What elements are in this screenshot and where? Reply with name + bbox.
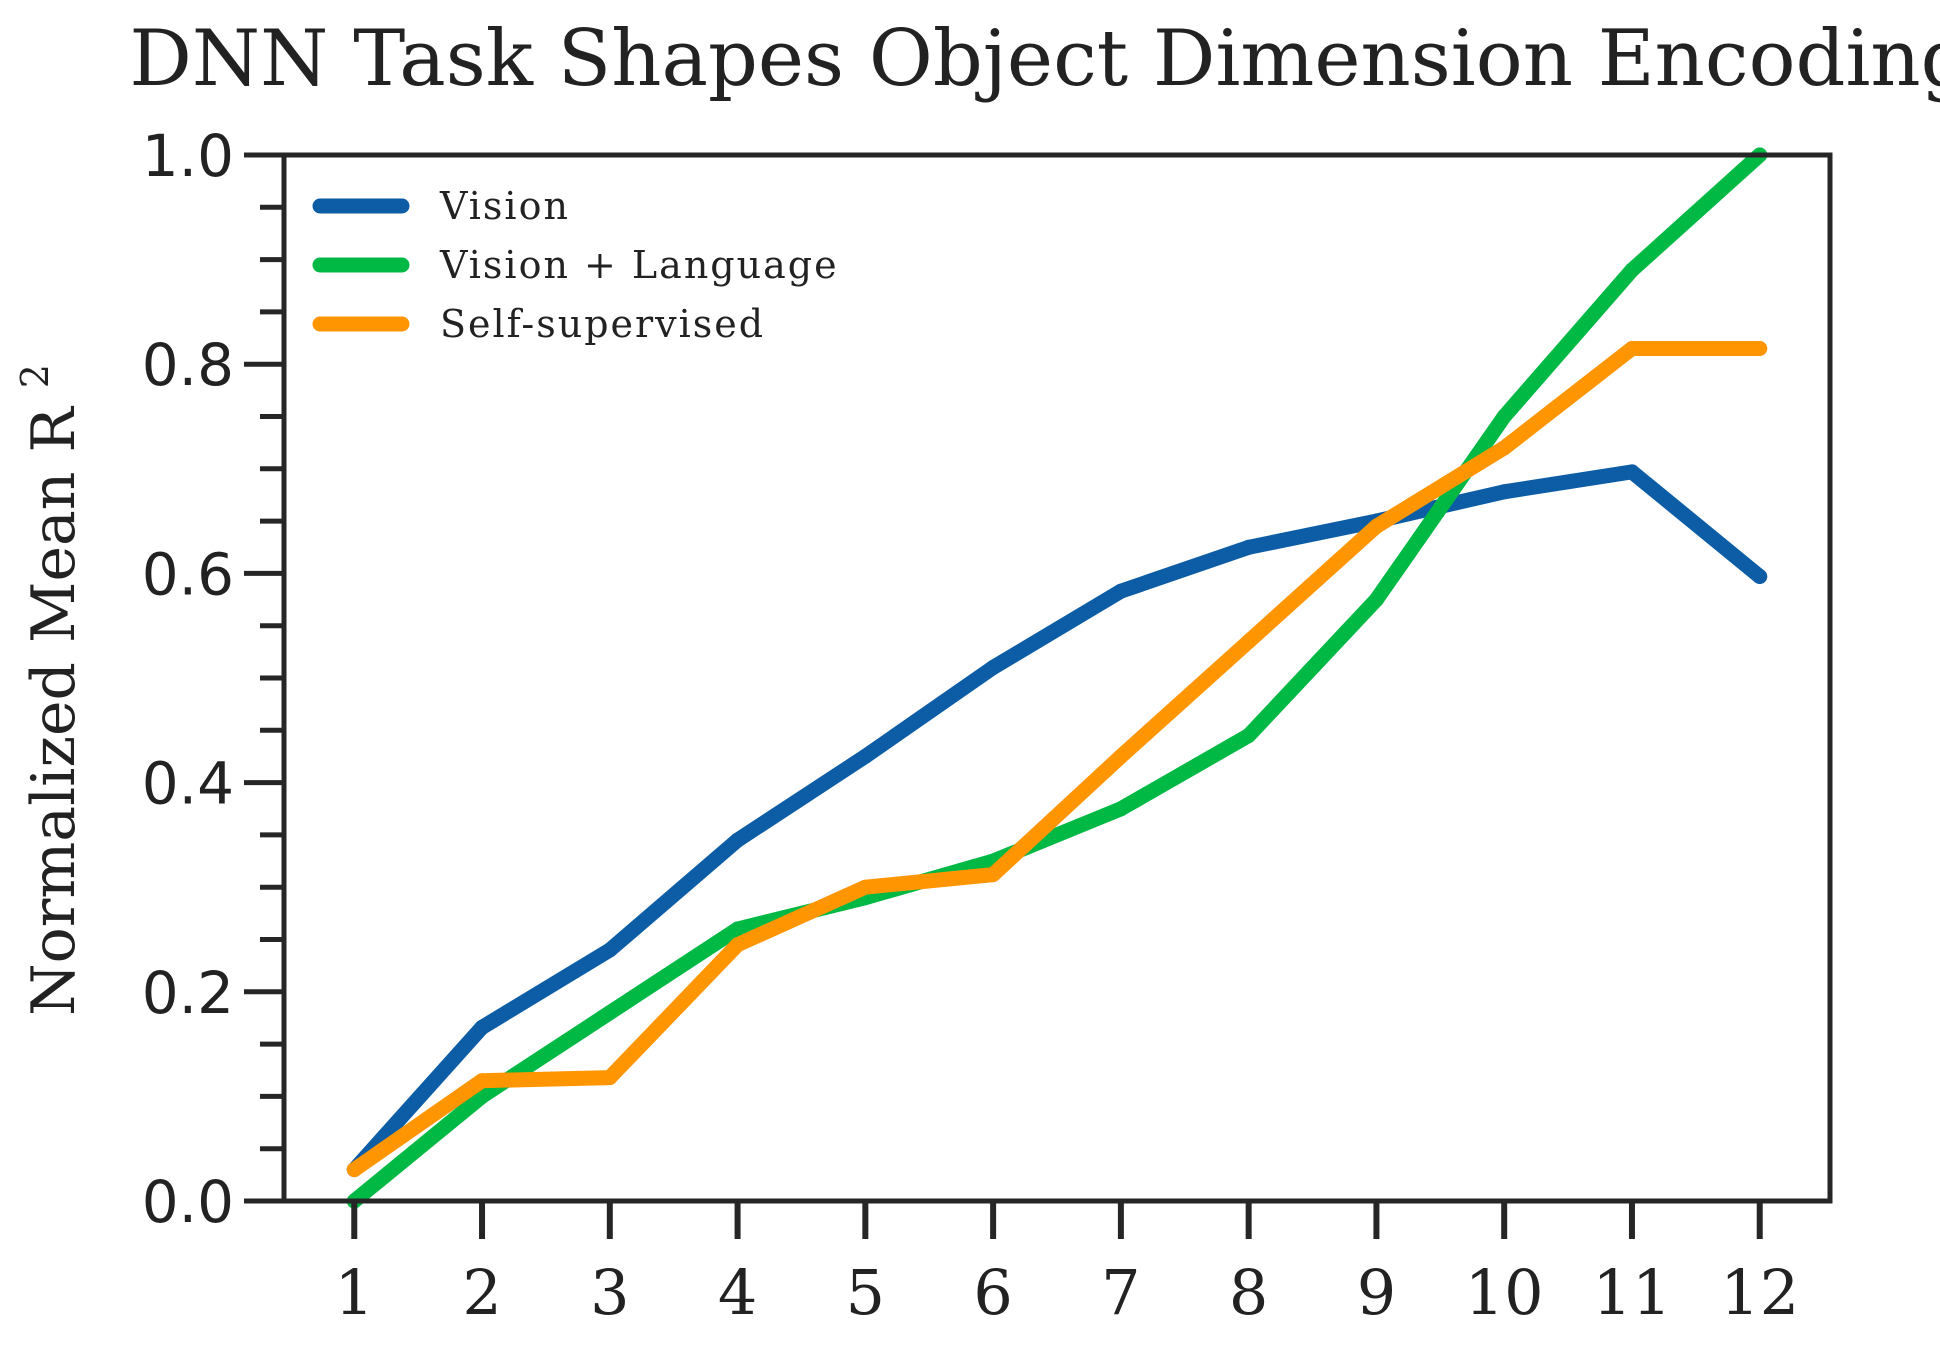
data-point-vision-language-2	[474, 1088, 490, 1104]
series-line-self-supervised	[346, 341, 1768, 1178]
data-point-self-supervised-3	[602, 1070, 618, 1086]
data-point-vision-4	[730, 832, 746, 848]
data-point-vision-language-11	[1624, 262, 1640, 278]
series-line-vision	[346, 464, 1768, 1178]
data-point-self-supervised-7	[1113, 748, 1129, 764]
data-point-vision-language-8	[1241, 728, 1257, 743]
data-point-self-supervised-9	[1368, 518, 1384, 534]
data-point-vision-language-10	[1496, 409, 1512, 424]
y-axis-label-main: Normalized Mean R	[19, 406, 89, 1016]
data-point-vision-language-4	[730, 921, 746, 937]
data-point-self-supervised-10	[1496, 440, 1512, 456]
x-tick-label: 12	[1720, 1256, 1799, 1329]
x-tick-label: 6	[973, 1256, 1012, 1329]
y-tick-label: 0.2	[142, 959, 234, 1027]
data-point-self-supervised-11	[1624, 341, 1640, 356]
data-point-vision-5	[857, 748, 873, 764]
y-axis-label-superscript: 2	[13, 364, 57, 388]
legend-label-vision: Vision	[439, 184, 570, 228]
y-axis-label: Normalized Mean R 2	[13, 364, 89, 1016]
legend: Vision Vision + Language Self-supervised	[312, 184, 839, 346]
x-tick-label: 2	[462, 1256, 501, 1329]
data-point-self-supervised-8	[1241, 633, 1257, 649]
data-point-vision-3	[602, 942, 618, 958]
data-point-vision-8	[1241, 539, 1257, 555]
data-point-self-supervised-2	[474, 1073, 490, 1089]
series-layer	[346, 147, 1768, 1209]
x-tick-label: 8	[1229, 1256, 1268, 1329]
data-point-vision-7	[1113, 583, 1129, 599]
y-tick-label: 0.6	[142, 540, 234, 608]
y-tick-label: 0.4	[142, 750, 234, 818]
y-tick-label: 0.8	[142, 331, 234, 399]
plot-frame	[281, 152, 1833, 1204]
x-tick-label: 5	[846, 1256, 885, 1329]
data-point-vision-language-3	[602, 1005, 618, 1021]
x-tick-label: 10	[1465, 1256, 1544, 1329]
data-point-vision-10	[1496, 484, 1512, 500]
x-tick-label: 1	[335, 1256, 374, 1329]
legend-label-self-supervised: Self-supervised	[440, 302, 765, 346]
y-tick-label: 1.0	[142, 122, 234, 190]
x-tick-label: 4	[718, 1256, 757, 1329]
data-point-self-supervised-1	[346, 1162, 362, 1178]
data-point-vision-12	[1752, 569, 1768, 584]
x-ticks-layer: 1 2 3 4 5 6 7 8 9 10 11 12	[335, 1201, 1799, 1329]
data-point-self-supervised-5	[857, 879, 873, 895]
x-tick-label: 3	[590, 1256, 629, 1329]
data-point-self-supervised-12	[1752, 341, 1768, 356]
data-point-vision-language-7	[1113, 801, 1129, 817]
y-ticks-layer: 0.0 0.2 0.4 0.6 0.8 1.0	[142, 122, 284, 1236]
series-vision	[346, 464, 1768, 1178]
data-point-vision-6	[985, 660, 1001, 675]
data-point-self-supervised-4	[730, 937, 746, 953]
x-tick-label: 11	[1593, 1256, 1672, 1329]
data-point-vision-11	[1624, 464, 1640, 480]
chart-title: DNN Task Shapes Object Dimension Encodin…	[129, 14, 1940, 104]
y-tick-label: 0.0	[142, 1168, 234, 1236]
series-self-supervised	[346, 341, 1768, 1178]
series-vision-language	[346, 147, 1768, 1209]
series-line-vision-language	[346, 147, 1768, 1209]
data-point-vision-2	[474, 1019, 490, 1035]
x-tick-label: 9	[1357, 1256, 1396, 1329]
legend-label-vision-language: Vision + Language	[439, 243, 839, 287]
data-point-self-supervised-6	[985, 867, 1001, 883]
x-tick-label: 7	[1101, 1256, 1140, 1329]
data-point-vision-language-9	[1368, 592, 1384, 608]
